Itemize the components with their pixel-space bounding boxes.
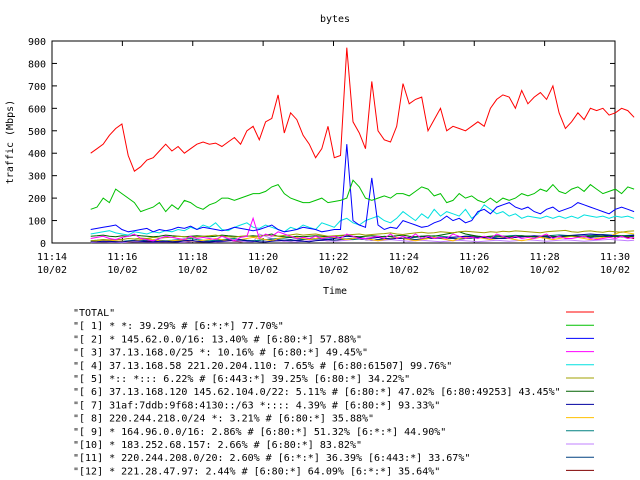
y-tick-label: 500 xyxy=(28,127,46,138)
y-axis-label: traffic (Mbps) xyxy=(5,100,16,184)
series-line-1 xyxy=(90,179,635,213)
legend-label-9: "[ 9] * 164.96.0.0/16: 2.86% # [6:80:*] … xyxy=(73,427,446,438)
x-tick-label-time: 11:30 xyxy=(600,252,630,263)
legend-label-11: "[11] * 220.244.208.0/20: 2.60% # [6:*:*… xyxy=(73,453,470,464)
legend-label-1: "[ 1] * *: 39.29% # [6:*:*] 77.70%" xyxy=(73,321,284,332)
series-lines xyxy=(90,47,635,244)
x-tick-label-date: 10/02 xyxy=(600,265,630,276)
x-tick-label-date: 10/02 xyxy=(459,265,489,276)
series-line-0 xyxy=(90,47,635,172)
y-tick-label: 200 xyxy=(28,194,46,205)
x-tick-label-time: 11:22 xyxy=(318,252,348,263)
x-tick-label-time: 11:18 xyxy=(178,252,208,263)
y-tick-label: 700 xyxy=(28,82,46,93)
y-tick-label: 300 xyxy=(28,172,46,183)
y-tick-label: 0 xyxy=(40,239,46,250)
series-line-4 xyxy=(90,204,635,236)
chart-title: bytes xyxy=(320,14,350,25)
x-tick-label-time: 11:20 xyxy=(248,252,278,263)
legend-label-8: "[ 8] 220.244.218.0/24 *: 3.21% # [6:80:… xyxy=(73,414,374,425)
x-axis-label: Time xyxy=(323,286,347,297)
series-line-5 xyxy=(90,229,635,242)
legend-label-5: "[ 5] *:: *::: 6.22% # [6:443:*] 39.25% … xyxy=(73,374,410,385)
legend-label-12: "[12] * 221.28.47.97: 2.44% # [6:80:*] 6… xyxy=(73,466,440,477)
legend-label-10: "[10] * 183.252.68.157: 2.66% # [6:80:*]… xyxy=(73,440,362,451)
x-tick-label-date: 10/02 xyxy=(389,265,419,276)
x-tick-label-time: 11:26 xyxy=(459,252,489,263)
series-line-2 xyxy=(90,144,635,233)
x-tick-label-date: 10/02 xyxy=(107,265,137,276)
x-tick-label-time: 11:14 xyxy=(37,252,67,263)
y-tick-label: 600 xyxy=(28,104,46,115)
x-tick-label-date: 10/02 xyxy=(248,265,278,276)
x-tick-label-date: 10/02 xyxy=(530,265,560,276)
x-tick-label-time: 11:28 xyxy=(530,252,560,263)
legend-label-7: "[ 7] 31af:7ddb:9f68:4130::/63 *:::: 4.3… xyxy=(73,400,440,411)
y-axis-ticks: 0 100 200 300 400 500 600 700 800 900 xyxy=(28,37,615,250)
legend-label-6: "[ 6] 37.13.168.120 145.62.104.0/22: 5.1… xyxy=(73,387,561,398)
x-tick-label-date: 10/02 xyxy=(37,265,67,276)
x-tick-label-date: 10/02 xyxy=(178,265,208,276)
legend-label-2: "[ 2] * 145.62.0.0/16: 13.40% # [6:80:*]… xyxy=(73,334,362,345)
legend-label-0: "TOTAL" xyxy=(73,308,115,319)
y-tick-label: 400 xyxy=(28,149,46,160)
legend-label-3: "[ 3] 37.13.168.0/25 *: 10.16% # [6:80:*… xyxy=(73,348,368,359)
x-tick-label-time: 11:24 xyxy=(389,252,419,263)
x-tick-label-date: 10/02 xyxy=(318,265,348,276)
y-tick-label: 800 xyxy=(28,59,46,70)
legend: "TOTAL" "[ 1] * *: 39.29% # [6:*:*] 77.70… xyxy=(73,308,594,477)
x-tick-label-time: 11:16 xyxy=(107,252,137,263)
y-tick-label: 100 xyxy=(28,217,46,228)
legend-label-4: "[ 4] 37.13.168.58 221.20.204.110: 7.65%… xyxy=(73,361,452,372)
y-tick-label: 900 xyxy=(28,37,46,48)
series-line-3 xyxy=(90,216,635,242)
plot-frame xyxy=(51,40,616,244)
